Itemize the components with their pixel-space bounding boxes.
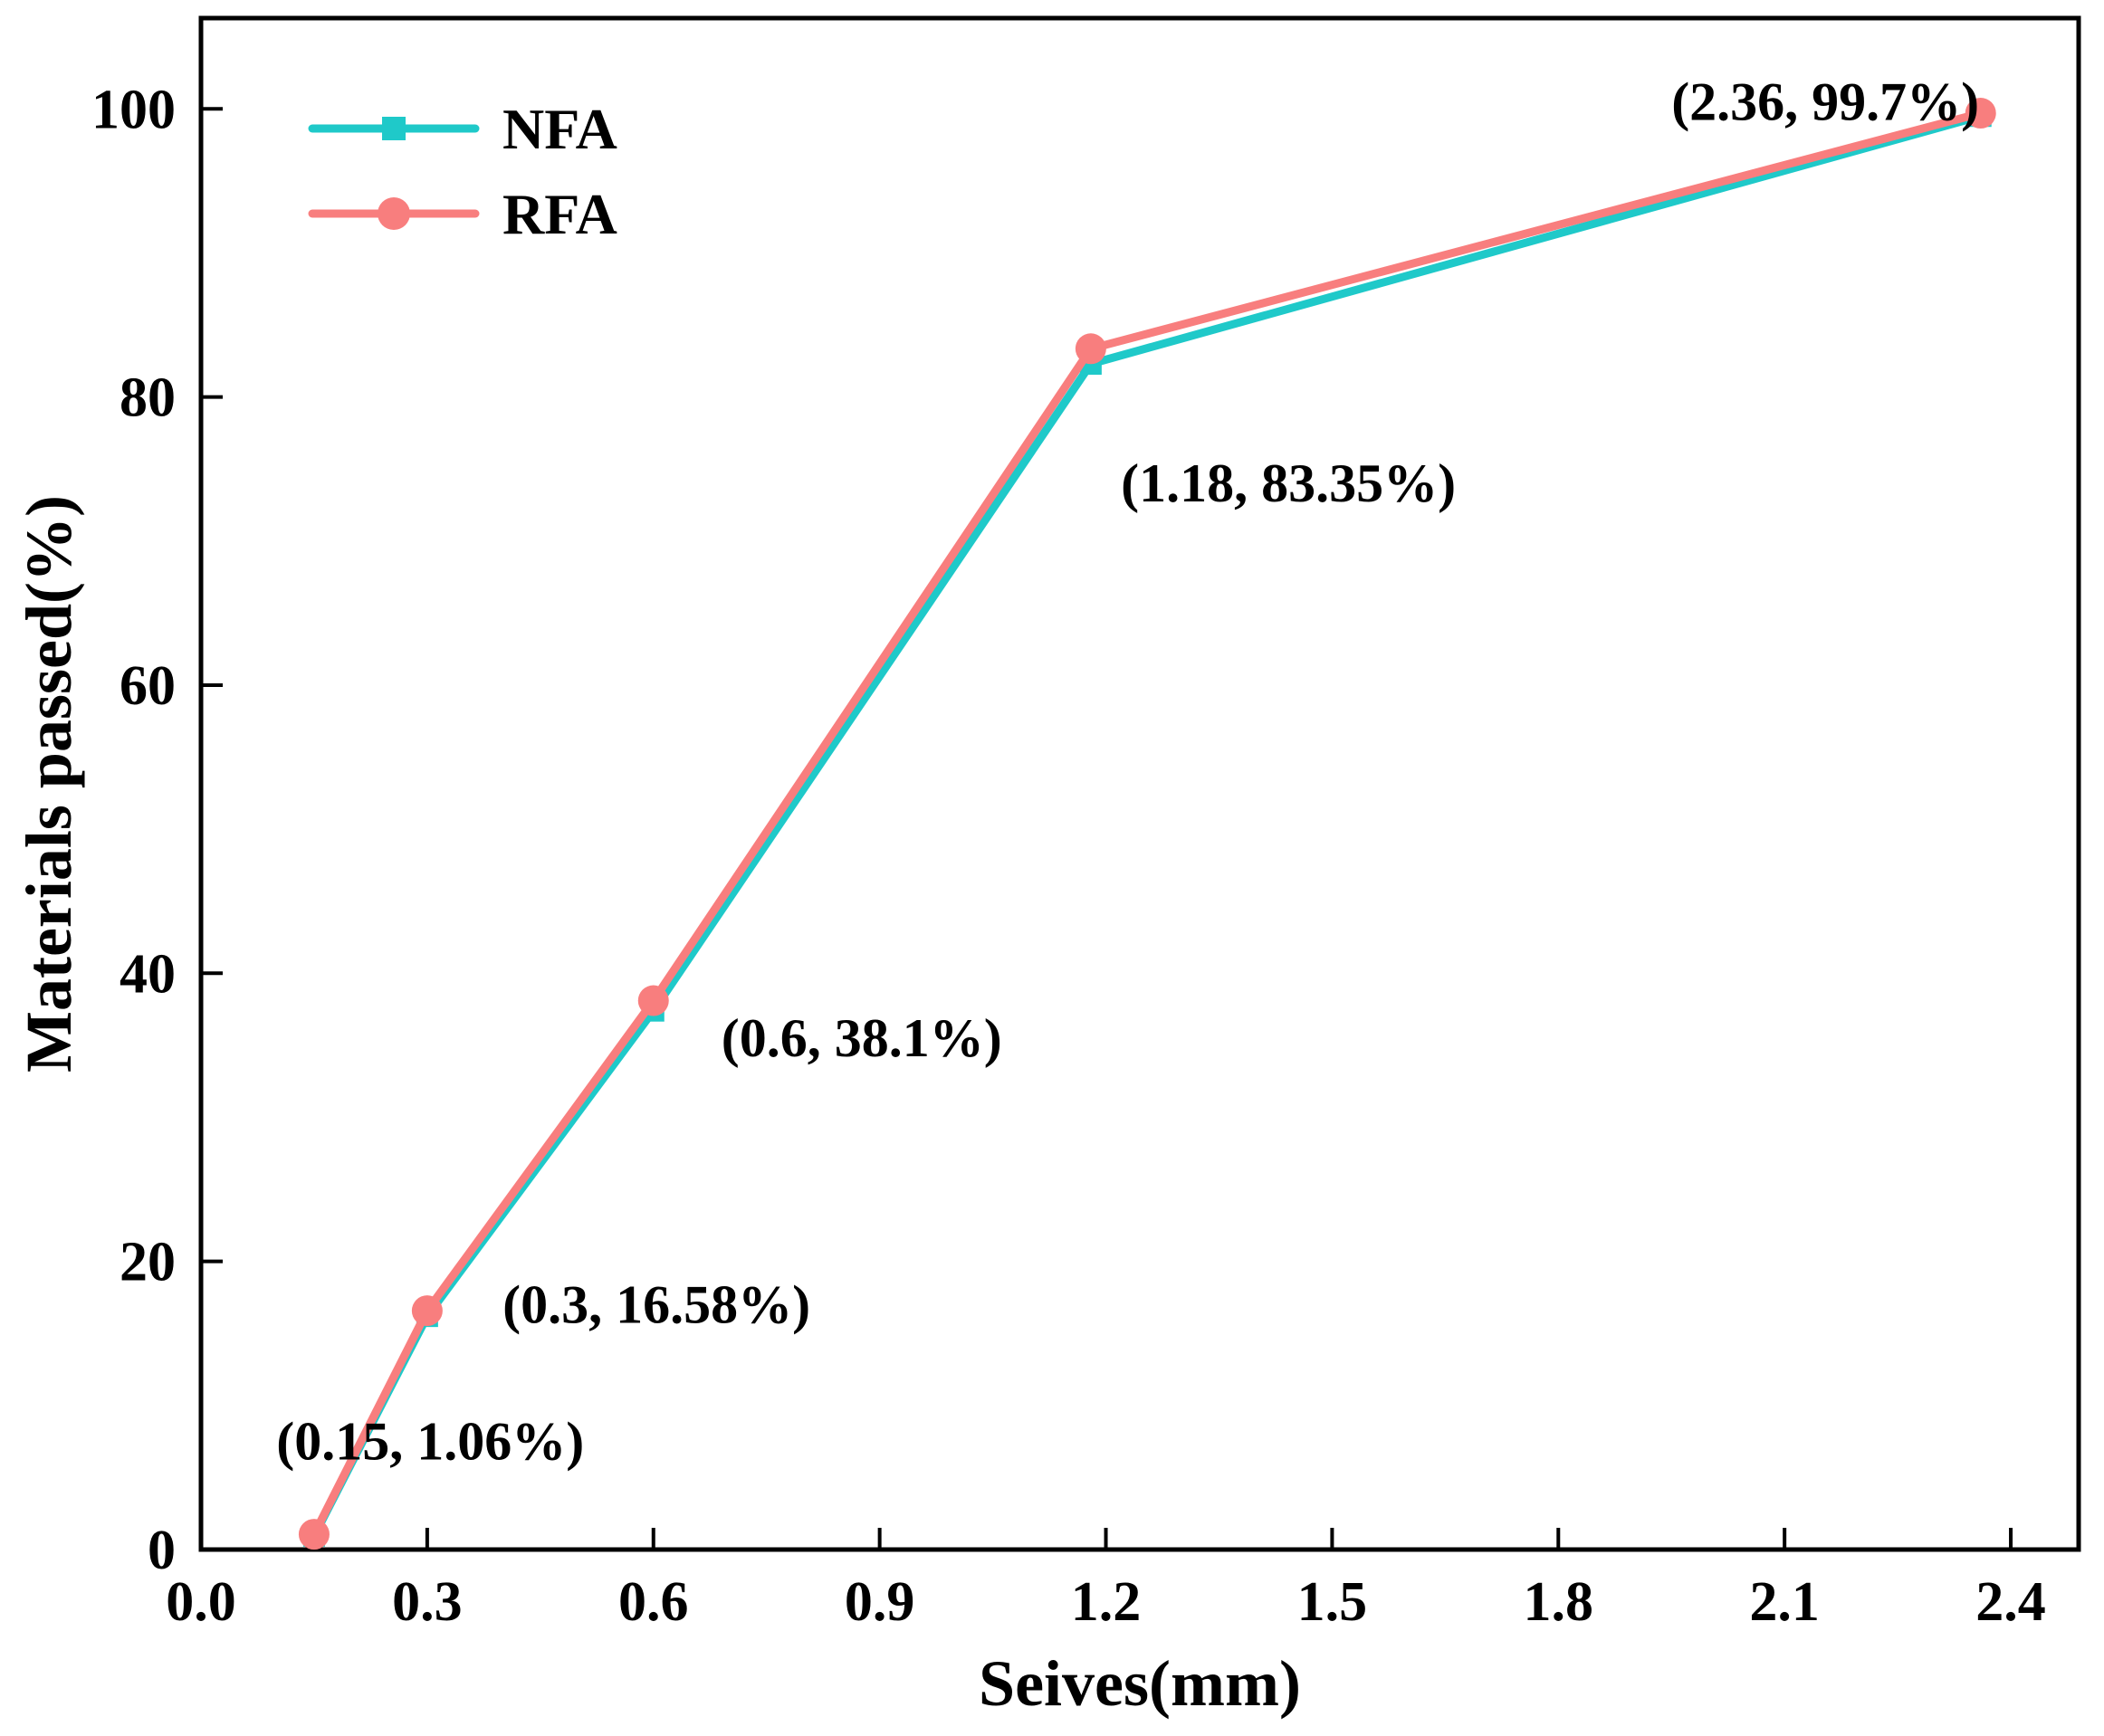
x-axis-tick-label: 2.1 [1749, 1571, 1820, 1633]
point-annotation: (0.15, 1.06%) [276, 1412, 584, 1472]
plot-frame [198, 15, 2081, 1552]
y-axis-tick-label: 0 [148, 1520, 176, 1581]
x-axis-tick-label: 1.8 [1524, 1571, 1594, 1633]
marker-RFA [298, 1519, 330, 1550]
y-axis-tick-label: 80 [120, 367, 176, 429]
marker-RFA [411, 1295, 443, 1327]
x-axis-tick-label: 0.9 [845, 1571, 915, 1633]
point-annotation: (0.6, 38.1%) [722, 1008, 1002, 1068]
x-axis-tick-label: 0.6 [618, 1571, 689, 1633]
point-annotation: (1.18, 83.35%) [1121, 453, 1456, 513]
x-axis-tick-label: 0.3 [392, 1571, 463, 1633]
x-axis-tick-label: 2.4 [1975, 1571, 2046, 1633]
legend-marker-RFA [378, 197, 410, 230]
x-axis-tick-label: 0.0 [166, 1571, 236, 1633]
y-axis-tick-label: 100 [91, 79, 176, 140]
legend-label-NFA: NFA [502, 97, 617, 161]
marker-RFA [1965, 98, 1996, 129]
marker-RFA [1075, 333, 1106, 365]
point-annotation: (0.3, 16.58%) [502, 1274, 810, 1334]
y-axis-tick-label: 60 [120, 655, 176, 717]
x-axis-tick-label: 1.5 [1297, 1571, 1368, 1633]
legend-marker-NFA [382, 117, 406, 140]
marker-RFA [637, 985, 669, 1016]
x-axis-tick-label: 1.2 [1071, 1571, 1142, 1633]
y-axis-title: Materials passed(%) [13, 495, 85, 1073]
x-axis-title: Seives(mm) [979, 1647, 1301, 1720]
y-axis-tick-label: 20 [120, 1232, 176, 1293]
point-annotation: (2.36, 99.7%) [1671, 72, 1979, 131]
legend-label-RFA: RFA [502, 182, 617, 246]
y-axis-tick-label: 40 [120, 943, 176, 1005]
